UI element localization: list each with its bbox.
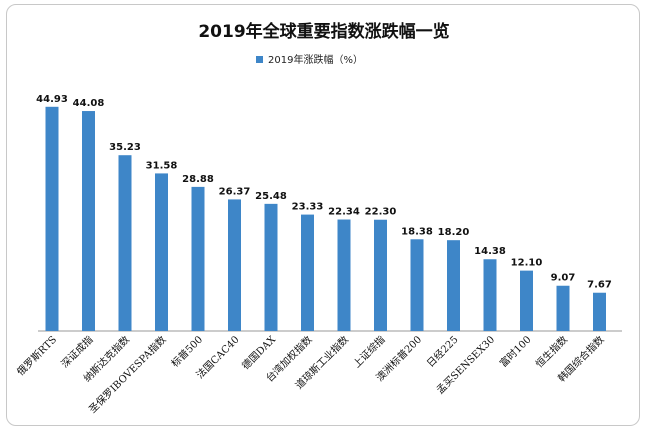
value-label: 14.38 [474, 246, 506, 257]
value-label: 12.10 [511, 258, 543, 269]
bars-group [45, 106, 606, 331]
bar [374, 219, 387, 331]
bar [410, 239, 424, 331]
value-label: 31.58 [146, 160, 178, 171]
value-label: 22.30 [365, 207, 397, 218]
value-label: 9.07 [551, 273, 576, 284]
value-label: 25.48 [255, 191, 287, 202]
bar [301, 214, 314, 331]
value-label: 18.38 [401, 226, 433, 237]
value-label: 44.08 [73, 98, 105, 109]
bar [82, 111, 95, 331]
category-label: 日经225 [424, 333, 461, 370]
legend: 2019年涨跌幅（%） [256, 53, 363, 66]
category-label: 俄罗斯RTS [14, 333, 59, 378]
category-label: 深证成指 [58, 333, 95, 370]
bar [520, 270, 533, 331]
bar [155, 173, 168, 331]
value-label: 22.34 [328, 207, 360, 218]
category-label: 恒生指数 [533, 333, 570, 370]
value-label: 26.37 [219, 186, 251, 197]
category-label: 德国DAX [239, 332, 279, 372]
bar [228, 199, 241, 331]
value-label: 7.67 [587, 280, 612, 291]
bar [337, 219, 351, 331]
bar [556, 285, 570, 331]
legend-swatch [256, 56, 263, 63]
value-label: 28.88 [182, 174, 214, 185]
bar [264, 203, 278, 331]
value-label: 35.23 [109, 142, 141, 153]
value-label: 18.20 [438, 227, 470, 238]
chart-frame [6, 4, 640, 426]
category-label: 富时100 [497, 333, 534, 370]
bar [447, 240, 460, 331]
bar [593, 292, 606, 331]
category-label: 标普500 [168, 333, 205, 370]
value-labels-group: 44.93 44.08 35.23 31.58 28.88 26.37 25.48 23.33… [36, 94, 612, 291]
category-label: 上证综指 [350, 333, 387, 370]
bar [483, 259, 497, 331]
value-label: 44.93 [36, 94, 68, 105]
legend-label: 2019年涨跌幅（%） [268, 53, 363, 66]
bar [118, 155, 132, 331]
bar [191, 186, 205, 331]
chart-title: 2019年全球重要指数涨跌幅一览 [198, 21, 449, 42]
bar [45, 106, 59, 331]
value-label: 23.33 [292, 202, 324, 213]
